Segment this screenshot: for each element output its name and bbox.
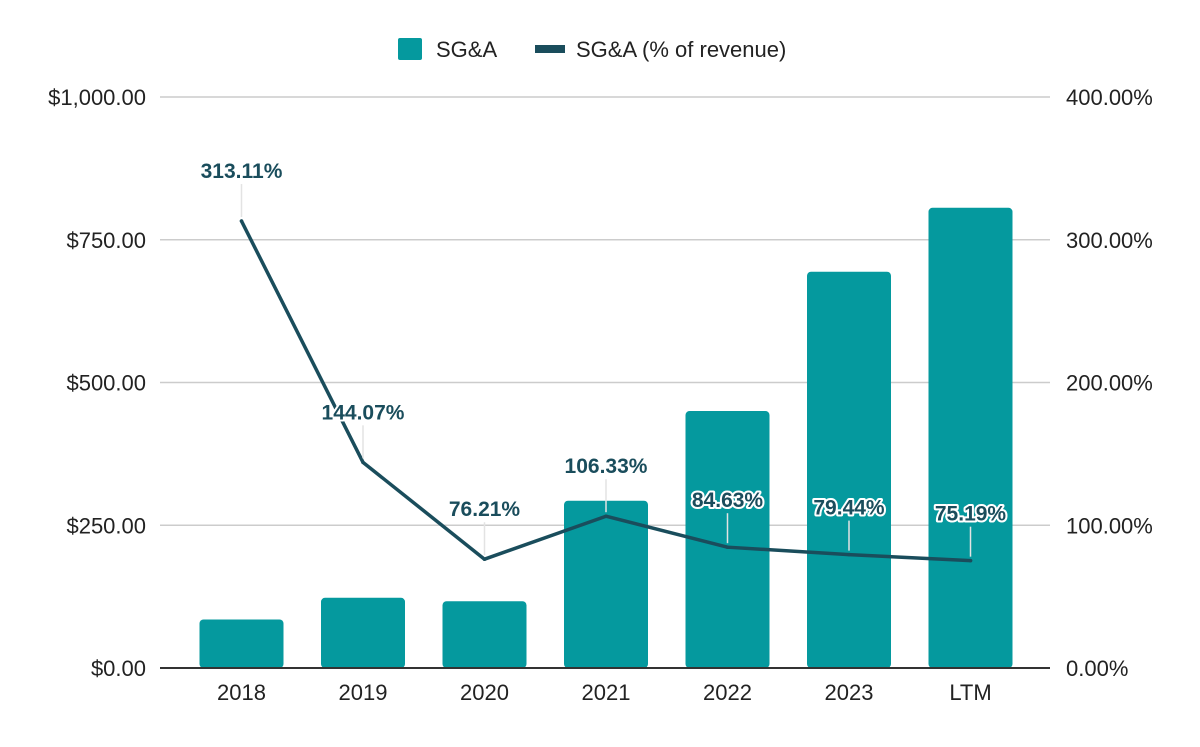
bar — [928, 207, 1013, 669]
y-left-tick-label: $500.00 — [66, 371, 146, 396]
legend-swatch-line — [535, 45, 565, 53]
y-axis-right: 0.00% 100.00% 200.00% 300.00% 400.00% — [1066, 85, 1153, 681]
data-labels: 313.11% 144.07% 76.21% 106.33% 84.63% 79.44% 7… — [199, 158, 1008, 557]
x-tick-label: 2018 — [217, 680, 266, 705]
y-left-tick-label: $0.00 — [91, 656, 146, 681]
y-right-tick-label: 400.00% — [1066, 85, 1153, 110]
x-tick-label: 2021 — [582, 680, 631, 705]
data-label: 76.21% — [449, 498, 521, 521]
y-left-tick-label: $750.00 — [66, 228, 146, 253]
y-axis-left: $0.00 $250.00 $500.00 $750.00 $1,000.00 — [48, 85, 146, 681]
line-point — [482, 557, 487, 561]
line-point — [361, 460, 365, 465]
legend-label-line: SG&A (% of revenue) — [576, 37, 786, 62]
y-right-tick-label: 100.00% — [1066, 513, 1153, 538]
bar — [564, 500, 648, 668]
data-label: 75.19% — [935, 503, 1007, 526]
bar — [442, 601, 527, 668]
y-right-tick-label: 200.00% — [1066, 371, 1153, 396]
x-axis: 2018 2019 2020 2021 2022 2023 LTM — [160, 667, 1050, 705]
x-tick-label: LTM — [949, 680, 991, 705]
x-tick-label: 2020 — [460, 680, 509, 705]
data-label: 313.11% — [201, 160, 283, 183]
data-label: 144.07% — [322, 401, 405, 424]
y-right-tick-label: 0.00% — [1066, 656, 1128, 681]
bar — [321, 597, 405, 668]
x-tick-label: 2023 — [825, 680, 874, 705]
line-point — [604, 514, 608, 518]
line-point — [725, 545, 730, 549]
line-point — [847, 552, 851, 557]
y-right-tick-label: 300.00% — [1066, 228, 1153, 253]
data-label: 79.44% — [813, 497, 885, 520]
data-label: 106.33% — [565, 455, 648, 478]
x-tick-label: 2019 — [339, 680, 388, 705]
y-left-tick-label: $1,000.00 — [48, 85, 146, 110]
legend: SG&A SG&A (% of revenue) — [398, 37, 786, 62]
line-point — [239, 219, 244, 223]
line-series — [239, 219, 973, 563]
data-label: 84.63% — [692, 489, 764, 512]
x-tick-label: 2022 — [703, 680, 752, 705]
line-point — [968, 558, 973, 563]
y-left-tick-label: $250.00 — [66, 513, 146, 538]
legend-swatch-bar — [398, 38, 422, 60]
bar-series — [199, 207, 1013, 669]
bar — [807, 271, 891, 668]
bar — [199, 619, 284, 668]
legend-label-bar: SG&A — [436, 37, 497, 62]
